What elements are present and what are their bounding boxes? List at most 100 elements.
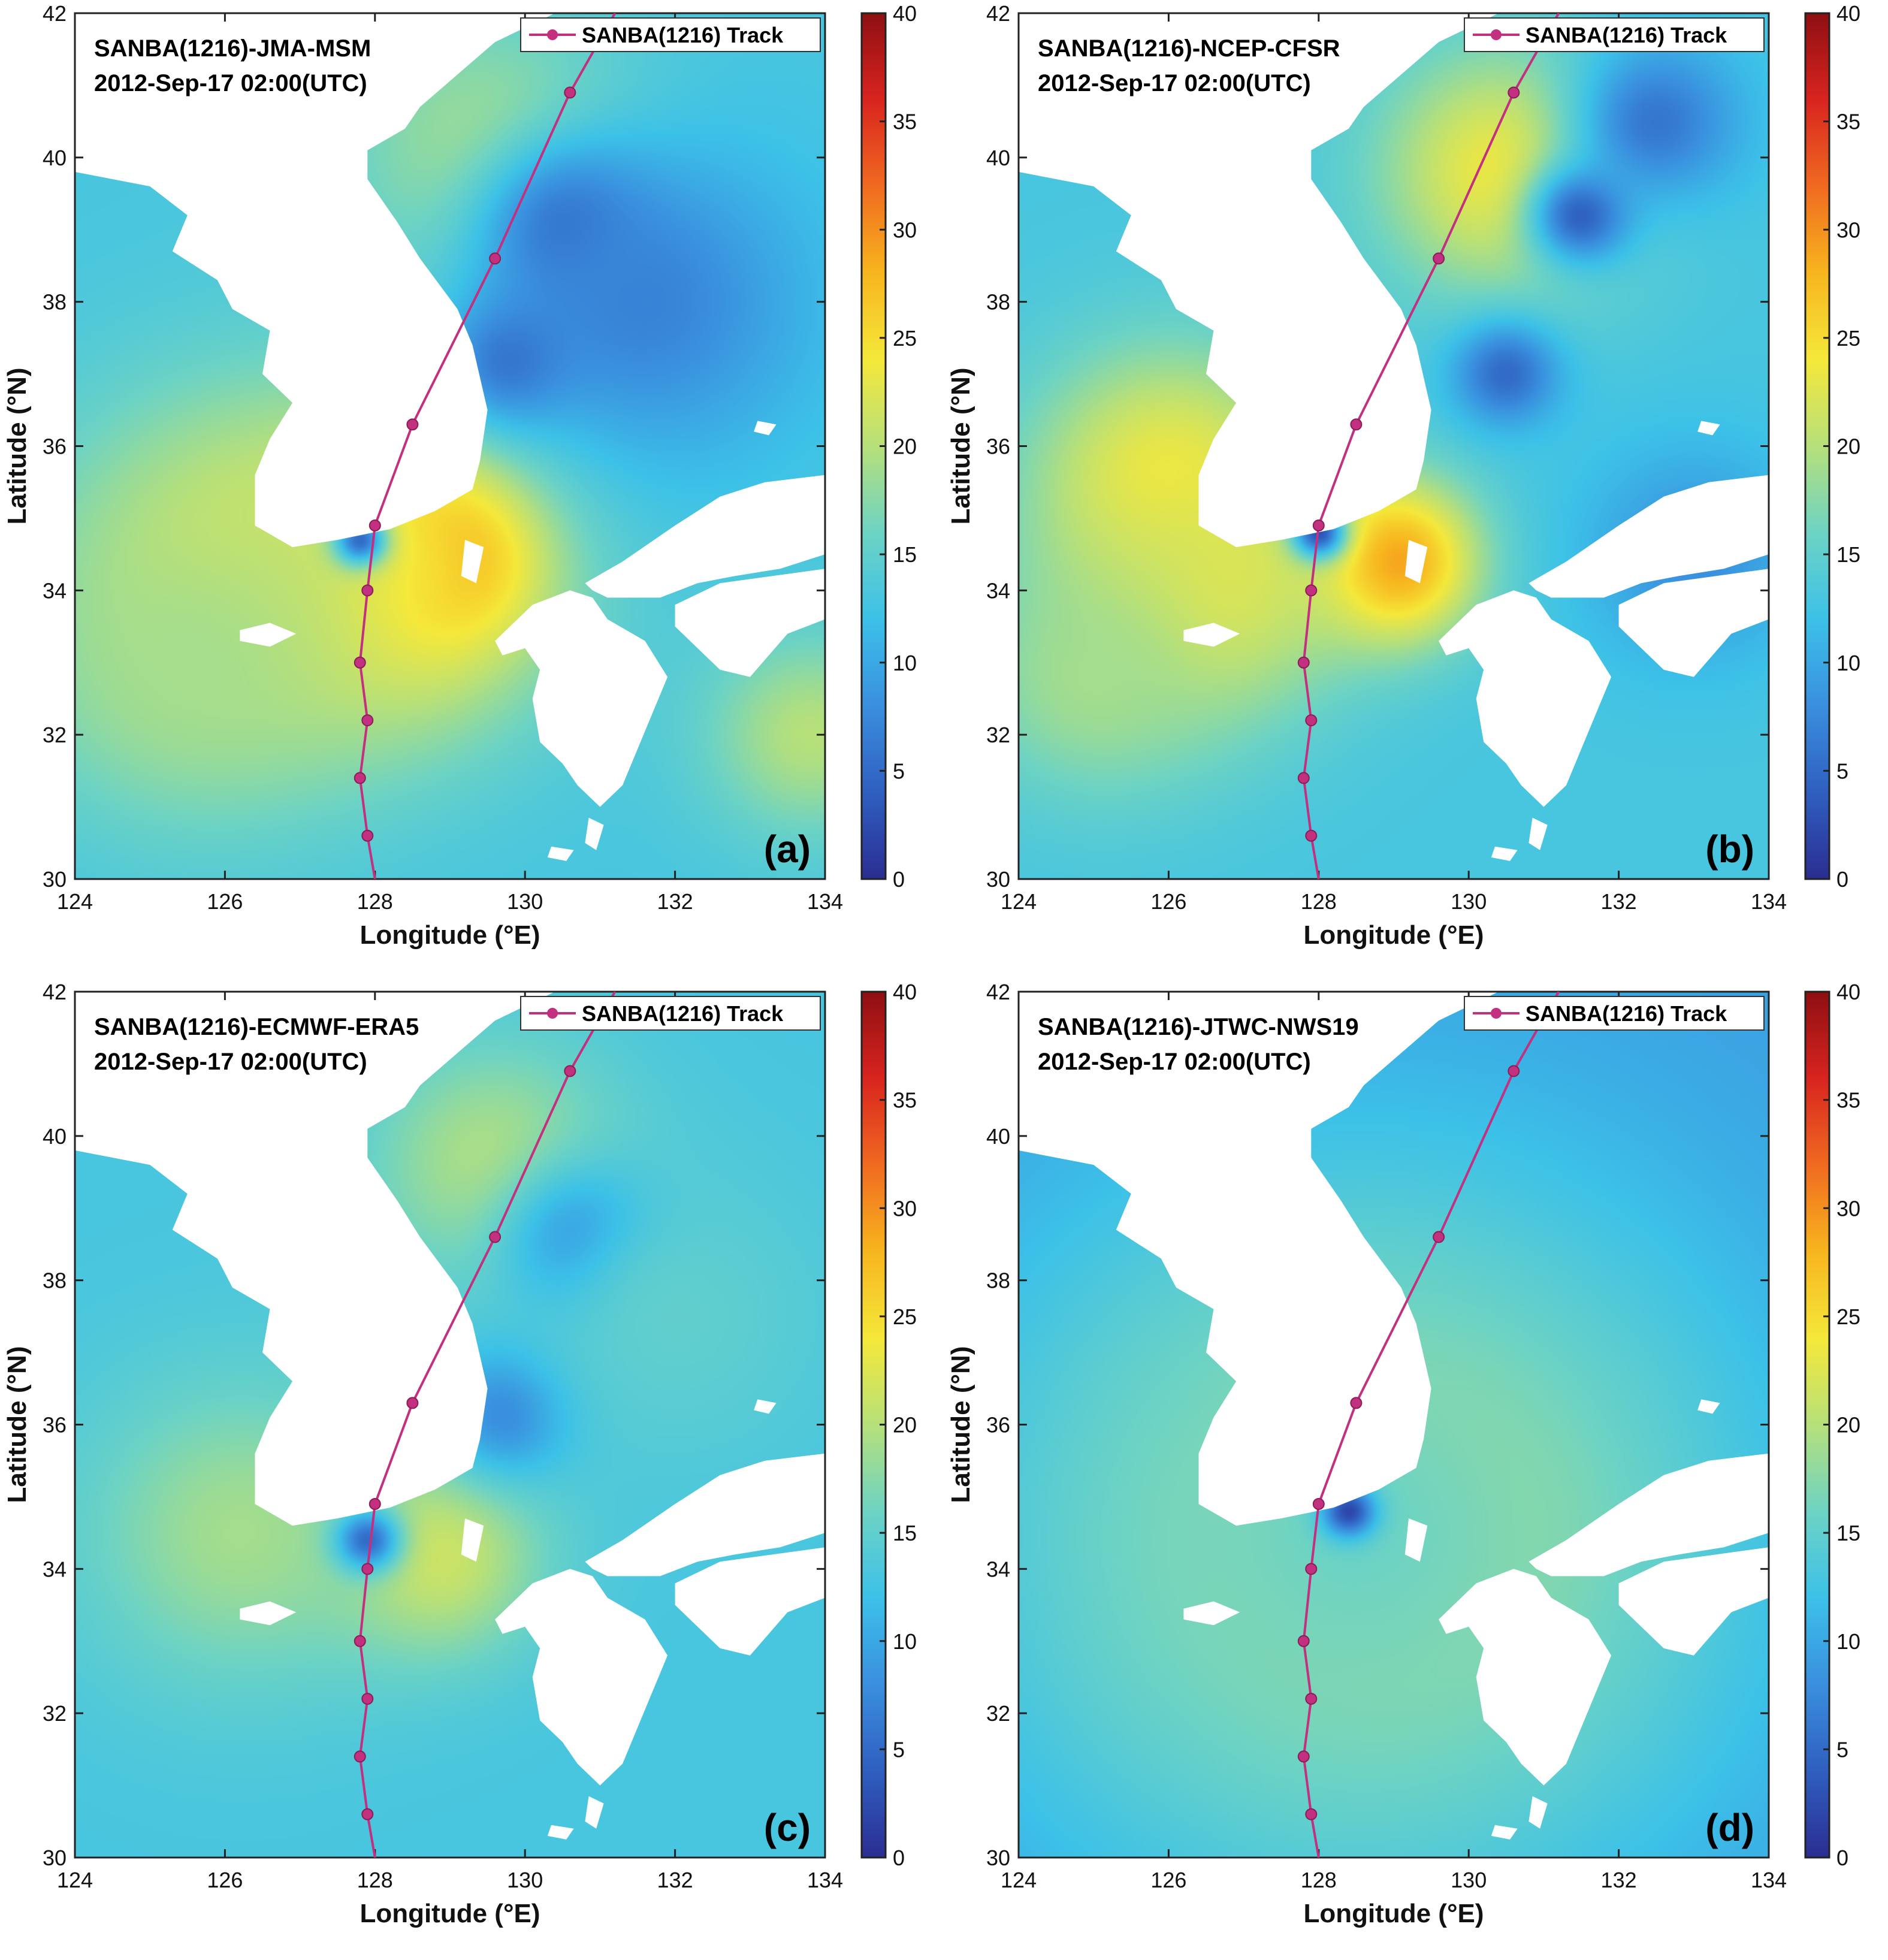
track-point <box>1312 519 1325 531</box>
x-tick-label: 134 <box>1751 1868 1787 1892</box>
colorbar-tick-label: 20 <box>1836 1413 1860 1437</box>
x-axis-label: Longitude (°E) <box>360 1899 540 1928</box>
x-tick-label: 124 <box>1001 1868 1037 1892</box>
x-tick-label: 126 <box>1150 1868 1186 1892</box>
legend: SANBA(1216) Track <box>1464 17 1765 52</box>
track-point <box>1297 1750 1310 1763</box>
panel-label: (b) <box>1705 828 1754 871</box>
land-yakushima <box>547 1825 574 1840</box>
track-point <box>1350 418 1363 431</box>
land-yakushima <box>1491 846 1518 861</box>
x-tick-label: 132 <box>1601 1868 1637 1892</box>
map-chart: 124 126 128 130 132 134 30 32 34 36 38 40 42 Longitud… <box>946 980 1860 1928</box>
track-point <box>1350 1397 1363 1409</box>
colorbar-tick-label: 35 <box>893 110 917 134</box>
y-tick-label: 32 <box>986 1701 1010 1726</box>
y-tick-label: 30 <box>43 1846 67 1870</box>
y-tick-label: 32 <box>43 723 67 747</box>
colorbar-tick-label: 30 <box>893 1196 917 1221</box>
y-tick-label: 30 <box>986 1846 1010 1870</box>
land-kyushu <box>1439 1569 1612 1786</box>
track-point <box>361 1693 374 1705</box>
track-point <box>406 1397 419 1409</box>
x-tick-label: 130 <box>507 1868 543 1892</box>
y-tick-label: 36 <box>43 434 67 459</box>
colorbar-tick-label: 30 <box>1836 218 1860 242</box>
track-point <box>1305 1808 1318 1820</box>
track-point <box>1508 86 1520 99</box>
x-tick-label: 130 <box>1451 889 1487 914</box>
colorbar-tick-label: 40 <box>1836 980 1860 1004</box>
panel-title: SANBA(1216)-ECMWF-ERA5 <box>94 1014 419 1040</box>
x-tick-label: 128 <box>357 1868 393 1892</box>
x-tick-label: 126 <box>207 889 243 914</box>
legend-label: SANBA(1216) Track <box>1525 23 1727 47</box>
track-point <box>1433 1231 1445 1243</box>
track-point <box>368 519 381 531</box>
x-tick-label: 130 <box>1451 1868 1487 1892</box>
y-tick-label: 42 <box>43 1 67 26</box>
colorbar-tick-label: 15 <box>893 542 917 567</box>
colorbar-tick-label: 40 <box>893 980 917 1004</box>
track-point <box>1297 1635 1310 1647</box>
y-axis-label: Latitude (°N) <box>2 367 32 524</box>
land-honshu <box>585 475 825 598</box>
land-jeju <box>240 623 297 647</box>
y-tick-label: 40 <box>43 1124 67 1149</box>
colorbar-tick-label: 0 <box>1836 867 1848 892</box>
panel-title: SANBA(1216)-JMA-MSM <box>94 35 371 62</box>
legend-marker <box>1491 29 1502 40</box>
land-kyushu <box>495 590 668 807</box>
colorbar-tick-label: 25 <box>1836 326 1860 351</box>
land-kyushu <box>1439 590 1612 807</box>
track-point <box>1433 252 1445 265</box>
track-point <box>361 1808 374 1820</box>
x-axis-label: Longitude (°E) <box>360 920 540 950</box>
x-tick-label: 126 <box>1150 889 1186 914</box>
colorbar-tick-label: 5 <box>893 1737 905 1762</box>
land-shikoku <box>675 569 825 677</box>
land-shikoku <box>675 1547 825 1656</box>
land-jeju <box>1183 623 1240 647</box>
track-point <box>1305 584 1318 597</box>
colorbar-tick-label: 0 <box>1836 1846 1848 1870</box>
land-jeju <box>1183 1601 1240 1626</box>
land-kyushu <box>495 1569 668 1786</box>
y-axis-label: Latitude (°N) <box>2 1346 32 1503</box>
track-point <box>361 829 374 842</box>
track-point <box>564 1065 576 1077</box>
legend: SANBA(1216) Track <box>1464 996 1765 1031</box>
panel-subtitle: 2012-Sep-17 02:00(UTC) <box>94 70 367 96</box>
land-korea-china-mainland <box>1019 992 1559 1526</box>
x-tick-label: 124 <box>57 1868 93 1892</box>
y-tick-label: 34 <box>986 1557 1010 1581</box>
colorbar-tick-label: 15 <box>1836 542 1860 567</box>
colorbar-tick-label: 5 <box>1836 1737 1848 1762</box>
y-tick-label: 30 <box>43 867 67 892</box>
colorbar-tick-label: 25 <box>1836 1304 1860 1329</box>
track-point <box>1297 772 1310 784</box>
x-tick-label: 124 <box>1001 889 1037 914</box>
y-axis-label: Latitude (°N) <box>946 367 975 524</box>
panel-label: (a) <box>764 828 811 871</box>
colorbar-tick-label: 35 <box>893 1088 917 1113</box>
land-oki <box>754 421 777 436</box>
panel-b: 124 126 128 130 132 134 30 32 34 36 38 40 42 Longitud… <box>944 0 1887 981</box>
track-point <box>361 714 374 727</box>
x-axis-label: Longitude (°E) <box>1303 920 1484 950</box>
colorbar-tick-label: 0 <box>893 867 905 892</box>
land-oki <box>1697 1399 1720 1414</box>
x-tick-label: 134 <box>807 1868 843 1892</box>
colorbar-tick-label: 25 <box>893 326 917 351</box>
track-point <box>368 1497 381 1510</box>
y-tick-label: 36 <box>986 1413 1010 1437</box>
colorbar-tick-label: 10 <box>893 1629 917 1654</box>
track-point <box>489 252 502 265</box>
land-shikoku <box>1618 1547 1769 1656</box>
colorbar-tick-label: 40 <box>893 1 917 26</box>
legend-label: SANBA(1216) Track <box>582 23 784 47</box>
land-tsushima <box>1404 540 1428 584</box>
track-point <box>1305 829 1318 842</box>
land-oki <box>1697 421 1720 436</box>
land-jeju <box>240 1601 297 1626</box>
